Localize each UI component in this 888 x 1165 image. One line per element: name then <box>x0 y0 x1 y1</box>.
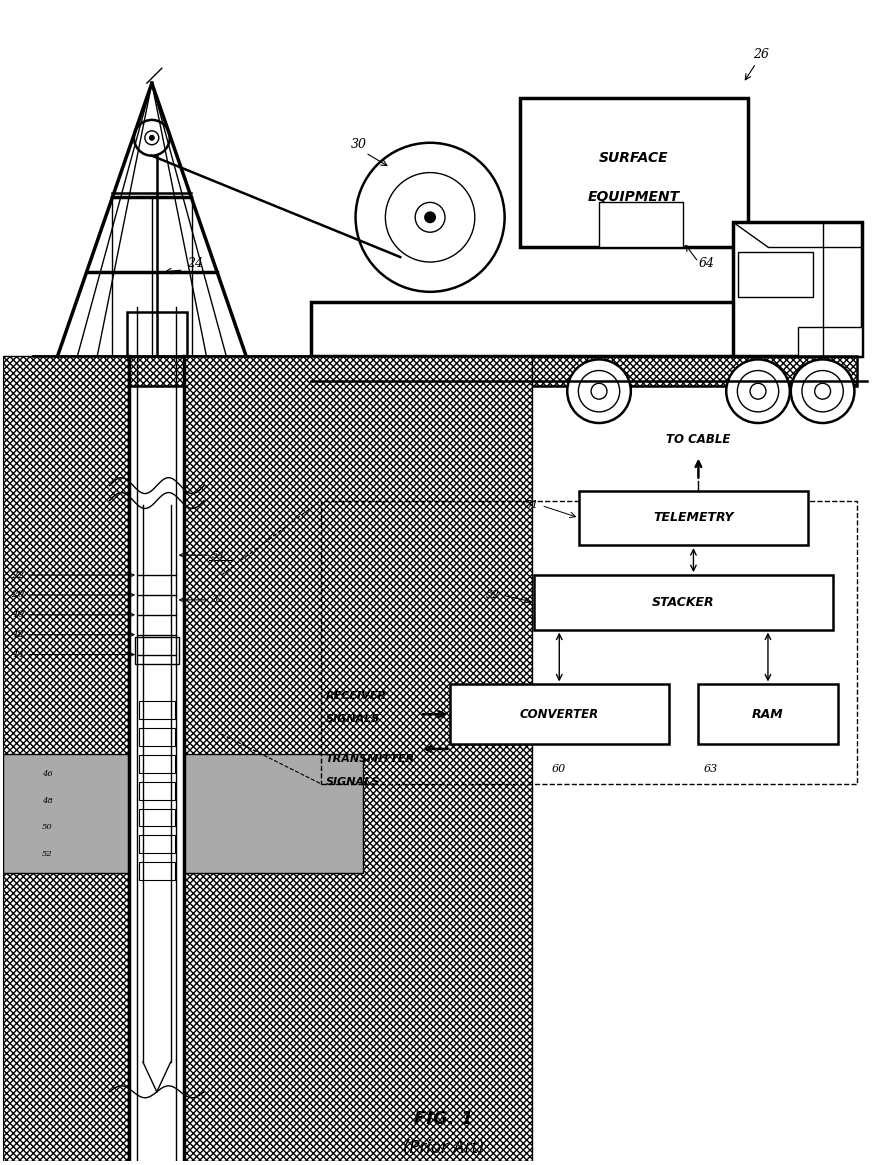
Text: 63: 63 <box>703 764 718 774</box>
Text: (Prior Art): (Prior Art) <box>403 1139 485 1157</box>
Bar <box>311 302 858 356</box>
Text: 24: 24 <box>186 257 202 270</box>
Bar <box>139 862 175 880</box>
Bar <box>3 754 130 874</box>
Circle shape <box>369 360 432 423</box>
Bar <box>733 223 862 356</box>
Circle shape <box>424 211 436 224</box>
Bar <box>738 252 813 297</box>
Text: 40: 40 <box>12 610 25 620</box>
Circle shape <box>392 383 408 400</box>
Bar <box>33 356 858 387</box>
Circle shape <box>149 135 155 141</box>
Circle shape <box>802 370 844 412</box>
Text: 64: 64 <box>698 257 715 270</box>
Text: TRANSMITTER: TRANSMITTER <box>326 754 415 764</box>
Text: 52: 52 <box>42 850 53 859</box>
Bar <box>139 809 175 826</box>
Text: 48: 48 <box>42 797 53 805</box>
Bar <box>698 684 837 744</box>
Circle shape <box>355 143 504 291</box>
Bar <box>599 203 684 247</box>
Bar <box>135 636 178 664</box>
Text: RECEIVER: RECEIVER <box>326 691 387 701</box>
Text: 30: 30 <box>351 137 367 150</box>
Text: 20: 20 <box>12 591 25 600</box>
Circle shape <box>578 370 620 412</box>
Circle shape <box>467 383 483 400</box>
Bar <box>139 755 175 772</box>
Text: EQUIPMENT: EQUIPMENT <box>588 190 680 204</box>
Text: TO CABLE: TO CABLE <box>666 433 731 446</box>
Bar <box>139 782 175 799</box>
Bar <box>139 701 175 719</box>
Bar <box>127 312 186 356</box>
Text: TELEMETRY: TELEMETRY <box>654 511 733 524</box>
Bar <box>139 835 175 853</box>
Bar <box>184 754 363 874</box>
Text: 42: 42 <box>12 630 25 640</box>
Circle shape <box>567 360 630 423</box>
Circle shape <box>145 130 159 144</box>
Bar <box>519 98 748 247</box>
Circle shape <box>591 383 607 400</box>
Text: 22: 22 <box>12 571 25 579</box>
Bar <box>535 576 833 630</box>
Bar <box>579 490 808 545</box>
Text: RAM: RAM <box>752 707 784 721</box>
Text: 46: 46 <box>42 770 53 778</box>
Text: SIGNALS: SIGNALS <box>326 777 380 786</box>
Bar <box>139 728 175 746</box>
Text: FIG. 1: FIG. 1 <box>415 1109 473 1128</box>
Circle shape <box>416 203 445 232</box>
Circle shape <box>134 120 170 156</box>
Circle shape <box>791 360 854 423</box>
Bar <box>450 684 669 744</box>
Bar <box>321 501 858 784</box>
Text: 52: 52 <box>486 589 500 600</box>
Text: STACKER: STACKER <box>652 595 715 609</box>
Circle shape <box>737 370 779 412</box>
Text: 44: 44 <box>12 650 25 659</box>
Text: 54: 54 <box>211 551 225 559</box>
Bar <box>3 356 130 1162</box>
Circle shape <box>814 383 830 400</box>
Bar <box>184 356 532 1162</box>
Text: 50: 50 <box>42 824 53 832</box>
Circle shape <box>750 383 766 400</box>
Text: 32: 32 <box>211 595 225 605</box>
Text: CONVERTER: CONVERTER <box>519 707 599 721</box>
Circle shape <box>443 360 507 423</box>
Text: SIGNALS: SIGNALS <box>326 714 380 725</box>
Text: 60: 60 <box>552 764 567 774</box>
Bar <box>797 326 862 356</box>
Text: 26: 26 <box>753 48 769 62</box>
Circle shape <box>379 370 421 412</box>
Circle shape <box>726 360 789 423</box>
Circle shape <box>454 370 496 412</box>
Circle shape <box>385 172 475 262</box>
Text: 51: 51 <box>525 501 539 510</box>
Text: SURFACE: SURFACE <box>599 150 669 164</box>
